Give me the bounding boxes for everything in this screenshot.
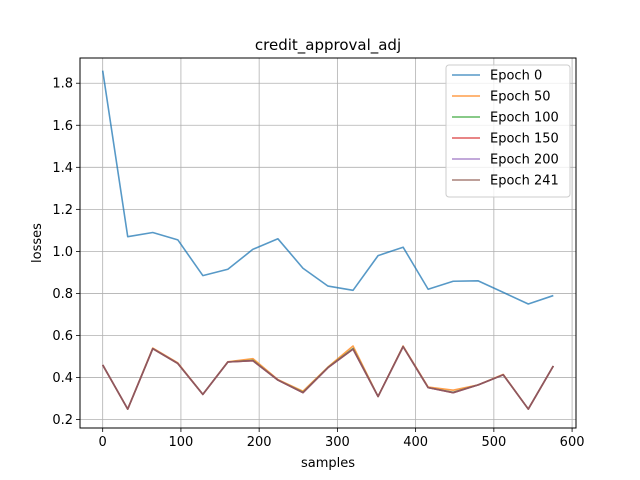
x-tick-label: 300 xyxy=(325,435,350,450)
y-tick-label: 1.4 xyxy=(52,161,73,176)
series-line-epoch-241 xyxy=(101,345,555,410)
x-tick-label: 600 xyxy=(560,435,585,450)
x-tick-label: 0 xyxy=(99,435,107,450)
y-tick-label: 0.4 xyxy=(52,371,73,386)
y-axis-label: losses xyxy=(30,223,45,263)
grid xyxy=(80,58,576,428)
y-tick-label: 0.2 xyxy=(52,413,73,428)
x-tick-label: 200 xyxy=(247,435,272,450)
y-tick-label: 1.8 xyxy=(52,77,73,92)
legend-label: Epoch 0 xyxy=(490,69,542,84)
x-axis-label: samples xyxy=(301,456,355,471)
y-tick-label: 1.6 xyxy=(52,119,73,134)
chart-title: credit_approval_adj xyxy=(255,36,401,55)
legend-label: Epoch 50 xyxy=(490,90,550,105)
legend-label: Epoch 241 xyxy=(490,174,559,189)
x-tick-label: 400 xyxy=(403,435,428,450)
legend-label: Epoch 150 xyxy=(490,132,559,147)
legend-label: Epoch 100 xyxy=(490,111,559,126)
series-lines xyxy=(101,70,555,410)
y-tick-label: 1.0 xyxy=(52,245,73,260)
y-axis-ticks: 0.2 0.4 0.6 0.8 1.0 1.2 1.4 1.6 1.8 xyxy=(52,77,80,428)
y-tick-label: 0.8 xyxy=(52,287,73,302)
plot-frame xyxy=(79,57,577,429)
legend-box xyxy=(445,64,571,198)
x-tick-label: 500 xyxy=(481,435,506,450)
legend-label: Epoch 200 xyxy=(490,153,559,168)
y-tick-label: 0.6 xyxy=(52,329,73,344)
series-line-epoch-0 xyxy=(101,70,554,305)
x-tick-label: 100 xyxy=(169,435,194,450)
legend: Epoch 0 Epoch 50 Epoch 100 Epoch 150 Epoch 2… xyxy=(445,64,571,198)
x-axis-ticks: 0 100 200 300 400 500 600 xyxy=(99,428,585,450)
y-tick-label: 1.2 xyxy=(52,203,73,218)
